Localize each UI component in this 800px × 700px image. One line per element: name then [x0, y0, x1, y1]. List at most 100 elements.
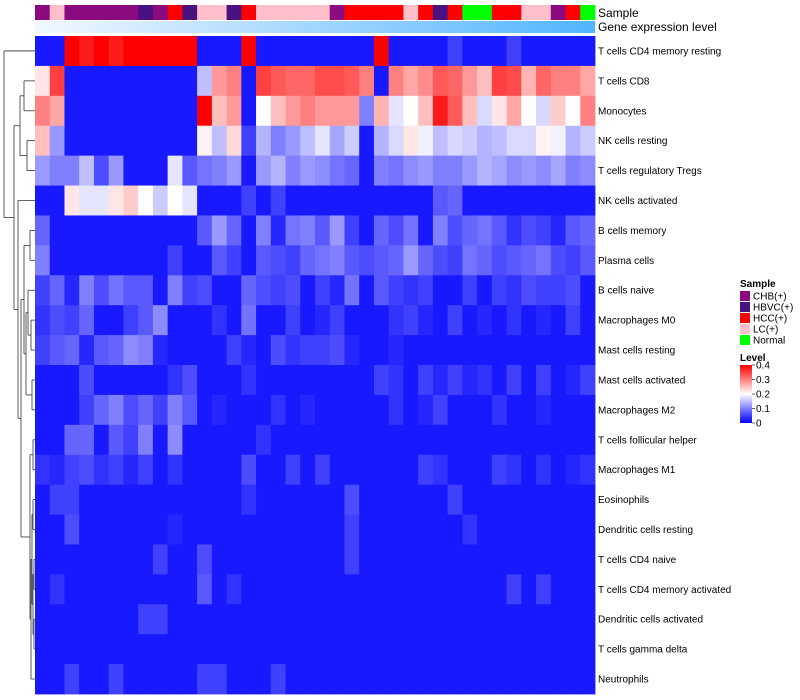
heatmap-cell	[285, 95, 301, 127]
heatmap-cell	[432, 335, 449, 366]
heatmap-cell	[432, 454, 449, 486]
heatmap-cell	[226, 245, 242, 276]
heatmap-cell	[211, 544, 227, 575]
heatmap-cell	[344, 335, 360, 366]
heatmap-cell	[477, 394, 493, 426]
heatmap-cell	[123, 215, 139, 246]
heatmap-cell	[477, 305, 493, 336]
heatmap-cell	[536, 275, 552, 306]
heatmap-cell	[550, 335, 566, 366]
heatmap-cell	[93, 215, 110, 246]
heatmap-cell	[462, 245, 478, 276]
heatmap-cell	[329, 36, 345, 67]
heatmap-cell	[462, 634, 478, 665]
heatmap-cell	[418, 454, 434, 486]
heatmap-cell	[550, 394, 566, 426]
heatmap-cell	[256, 664, 272, 695]
heatmap-cell	[285, 544, 301, 575]
heatmap-cell	[64, 155, 80, 186]
row-label: Macrophages M1	[598, 465, 676, 476]
sample-annotation-cell	[373, 5, 390, 20]
heatmap-cell	[123, 155, 139, 186]
heatmap-cell	[403, 335, 419, 366]
sample-legend-swatch	[740, 313, 750, 323]
heatmap-cell	[93, 305, 110, 336]
heatmap-cell	[373, 95, 390, 127]
heatmap-cell	[359, 604, 375, 635]
heatmap-cell	[211, 604, 227, 635]
heatmap-cell	[35, 664, 51, 695]
level-legend-colorbar	[740, 365, 752, 423]
heatmap-cell	[388, 305, 404, 336]
sample-annotation-cell	[256, 5, 272, 20]
heatmap-cell	[359, 365, 375, 396]
heatmap-cell	[226, 454, 242, 486]
heatmap-cell	[432, 604, 449, 635]
heatmap-cell	[506, 604, 522, 635]
heatmap-cell	[285, 335, 301, 366]
heatmap-cell	[49, 245, 65, 276]
heatmap-cell	[388, 664, 404, 695]
level-legend-tick-label: 0.1	[756, 404, 770, 415]
heatmap-cell	[93, 275, 110, 306]
heatmap-cell	[300, 335, 316, 366]
heatmap-cell	[388, 484, 404, 515]
heatmap-cell	[521, 215, 537, 246]
heatmap-cell	[64, 365, 80, 396]
heatmap-cell	[152, 424, 169, 456]
heatmap-cell	[285, 664, 301, 695]
sample-legend-title: Sample	[740, 279, 776, 290]
heatmap-cell	[447, 484, 463, 515]
heatmap-cell	[285, 245, 301, 276]
heatmap-cell	[565, 215, 581, 246]
sample-annotation-cell	[182, 5, 198, 20]
heatmap-cell	[64, 424, 80, 456]
heatmap-cell	[226, 185, 242, 216]
heatmap-cell	[580, 155, 596, 186]
heatmap-cell	[359, 394, 375, 426]
heatmap-cell	[329, 574, 345, 605]
heatmap-cell	[315, 484, 331, 515]
heatmap-cell	[256, 95, 272, 127]
sample-annotation-cell	[35, 5, 51, 20]
heatmap-cell	[138, 514, 154, 545]
heatmap-cell	[241, 604, 257, 635]
sample-legend-label: Normal	[753, 336, 785, 347]
heatmap-cell	[64, 484, 80, 515]
heatmap-cell	[329, 185, 345, 216]
heatmap-cell	[477, 245, 493, 276]
heatmap-cell	[388, 155, 404, 186]
heatmap-cell	[93, 544, 110, 575]
heatmap-cell	[506, 36, 522, 67]
heatmap-cell	[580, 36, 596, 67]
level-legend-tick-label: 0.4	[756, 361, 770, 372]
heatmap-cell	[285, 65, 301, 97]
heatmap-cell	[580, 335, 596, 366]
heatmap-cell	[79, 245, 95, 276]
heatmap-cell	[226, 65, 242, 97]
heatmap-cell	[35, 305, 51, 336]
heatmap-cell	[93, 574, 110, 605]
heatmap-cell	[211, 305, 227, 336]
heatmap-cell	[226, 95, 242, 127]
heatmap-cell	[432, 36, 449, 67]
heatmap-cell	[226, 275, 242, 306]
heatmap-cell	[226, 484, 242, 515]
heatmap-cell	[359, 335, 375, 366]
heatmap-cell	[35, 36, 51, 67]
heatmap-cell	[329, 544, 345, 575]
heatmap-cell	[344, 36, 360, 67]
heatmap-cell	[329, 664, 345, 695]
heatmap-cell	[462, 424, 478, 456]
heatmap-cell	[211, 215, 227, 246]
heatmap-cell	[550, 215, 566, 246]
heatmap-cell	[491, 36, 507, 67]
heatmap-cell	[123, 424, 139, 456]
heatmap-cell	[197, 245, 213, 276]
heatmap-cell	[123, 544, 139, 575]
sample-annotation-cell	[123, 5, 139, 20]
heatmap-cell	[108, 155, 124, 186]
heatmap-cell	[64, 185, 80, 216]
heatmap-cell	[344, 185, 360, 216]
heatmap-cell	[403, 574, 419, 605]
